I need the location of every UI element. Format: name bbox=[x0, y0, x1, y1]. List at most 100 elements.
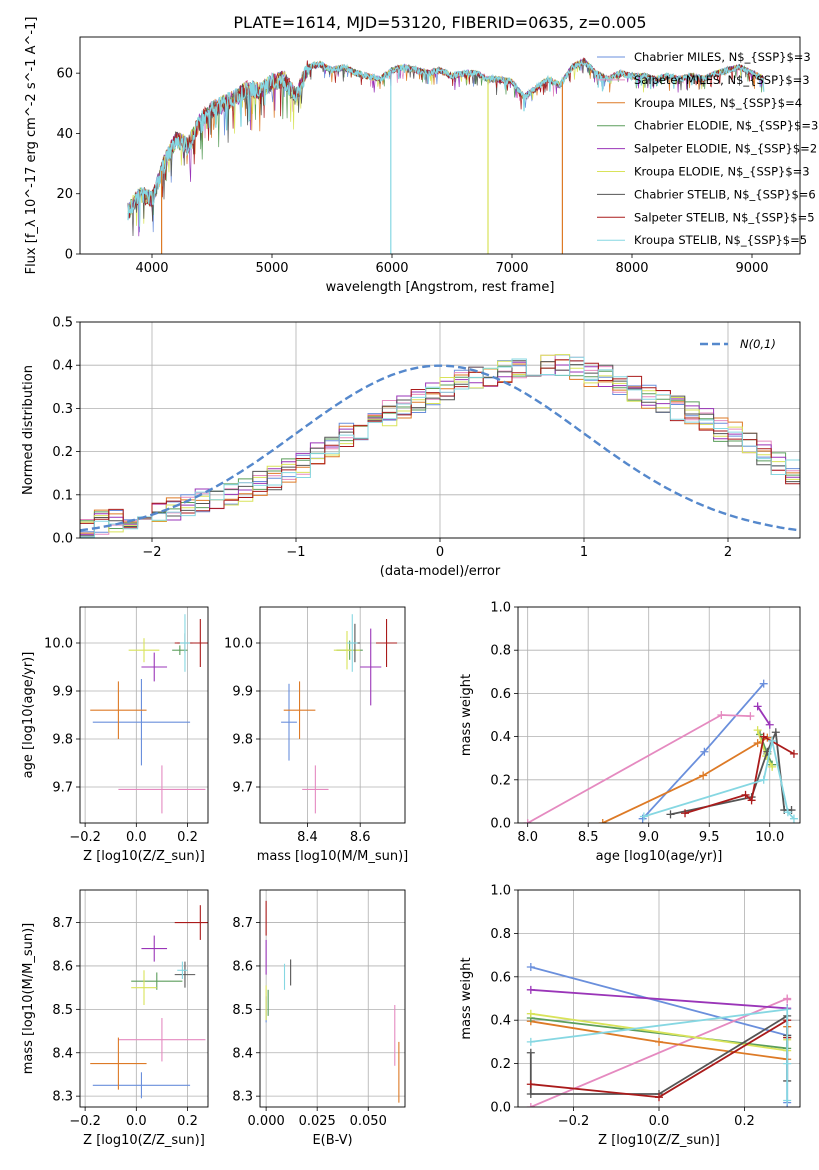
weight-marker bbox=[753, 726, 762, 735]
y-tick-label: 0.8 bbox=[490, 927, 511, 942]
panel-residual_hist: −2 −1 0 1 2 0.0 0.1 0.2 0.3 0.4 0.5 (data-model)/er… bbox=[21, 316, 801, 579]
x-axis-label: (data-model)/error bbox=[380, 564, 501, 579]
y-tick-label: 10.0 bbox=[224, 637, 253, 652]
y-tick-label: 9.8 bbox=[52, 733, 73, 748]
weight-marker bbox=[655, 1093, 663, 1102]
weight-marker bbox=[789, 814, 798, 823]
weight-marker bbox=[783, 1005, 792, 1014]
x-tick-label: 10.0 bbox=[755, 830, 784, 845]
x-tick-label: 8.4 bbox=[297, 830, 318, 845]
y-tick-label: 9.7 bbox=[232, 781, 253, 796]
y-tick-label: 0.0 bbox=[52, 532, 73, 547]
weight-marker bbox=[526, 1080, 535, 1089]
y-tick-label: 0.2 bbox=[490, 773, 511, 788]
x-tick-label: −1 bbox=[286, 545, 305, 560]
legend-label: Chabrier ELODIE, N$_{SSP}$=3 bbox=[634, 119, 818, 133]
y-tick-label: 60 bbox=[56, 67, 73, 82]
axes-frame bbox=[79, 321, 801, 539]
weight-marker bbox=[783, 995, 792, 1004]
weight-line bbox=[530, 1008, 789, 1101]
y-tick-label: 1.0 bbox=[490, 884, 511, 899]
weight-marker bbox=[655, 1037, 663, 1046]
x-tick-label: 1 bbox=[580, 545, 588, 560]
x-tick-label: 0.0 bbox=[126, 1114, 147, 1129]
y-axis-label: mass weight bbox=[459, 674, 474, 756]
x-tick-label: 5000 bbox=[255, 261, 288, 276]
y-tick-label: 8.4 bbox=[52, 1046, 73, 1061]
weight-marker bbox=[526, 1048, 535, 1057]
hist-series bbox=[80, 365, 800, 529]
x-axis-label: Z [log10(Z/Z_sun)] bbox=[83, 1133, 205, 1148]
legend-label: Chabrier STELIB, N$_{SSP}$=6 bbox=[634, 187, 816, 201]
weight-marker bbox=[747, 796, 756, 805]
legend-label: Kroupa ELODIE, N$_{SSP}$=3 bbox=[634, 165, 810, 179]
y-tick-label: 9.9 bbox=[232, 685, 253, 700]
y-tick-label: 0.6 bbox=[490, 970, 511, 985]
weight-marker bbox=[681, 809, 690, 818]
legend-label: N(0,1) bbox=[740, 337, 776, 351]
y-tick-label: 9.9 bbox=[52, 685, 73, 700]
y-tick-label: 9.8 bbox=[232, 733, 253, 748]
weight-marker bbox=[526, 1037, 535, 1046]
y-tick-label: 8.7 bbox=[232, 916, 253, 931]
axes-frame bbox=[79, 606, 209, 824]
x-tick-label: 8.5 bbox=[578, 830, 599, 845]
x-tick-label: 0 bbox=[436, 545, 444, 560]
x-axis-label: age [log10(age/yr)] bbox=[596, 849, 723, 864]
y-tick-label: 9.7 bbox=[52, 781, 73, 796]
x-tick-label: 8.0 bbox=[517, 830, 538, 845]
x-tick-label: 7000 bbox=[495, 261, 528, 276]
panel-weight_vs_Z: −0.2 0.0 0.2 0.0 0.2 0.4 0.6 0.8 1.0 Z [log10(Z/Z… bbox=[459, 884, 801, 1148]
weight-marker bbox=[783, 808, 792, 817]
y-tick-label: 8.4 bbox=[232, 1046, 253, 1061]
x-tick-label: 9000 bbox=[735, 261, 768, 276]
panel-age_vs_Z: −0.2 0.0 0.2 9.7 9.8 9.9 10.0 Z [log10(Z/Z_sun)… bbox=[21, 606, 209, 864]
weight-marker bbox=[789, 749, 798, 758]
weight-marker bbox=[783, 1059, 792, 1068]
hist-series bbox=[80, 361, 800, 535]
plot-area bbox=[80, 354, 800, 538]
y-tick-label: 40 bbox=[56, 127, 73, 142]
weight-marker bbox=[526, 1103, 535, 1107]
axes-frame bbox=[517, 606, 801, 824]
weight-marker bbox=[666, 810, 675, 819]
legend-label: Salpeter MILES, N$_{SSP}$=3 bbox=[634, 73, 810, 87]
x-tick-label: 6000 bbox=[375, 261, 408, 276]
x-axis-label: Z [log10(Z/Z_sun)] bbox=[83, 849, 205, 864]
weight-marker bbox=[753, 739, 762, 748]
x-tick-label: 0.025 bbox=[299, 1114, 336, 1129]
plot-area bbox=[265, 900, 400, 1103]
x-tick-label: 0.2 bbox=[177, 830, 198, 845]
y-tick-label: 1.0 bbox=[490, 601, 511, 616]
weight-marker bbox=[741, 790, 750, 799]
weight-marker bbox=[759, 775, 768, 784]
y-tick-label: 8.3 bbox=[52, 1090, 73, 1105]
normal-curve bbox=[80, 364, 800, 532]
panel-weight_vs_age: 8.0 8.5 9.0 9.5 10.0 0.0 0.2 0.4 0.6 0.8 1.0 age [l… bbox=[459, 601, 801, 864]
plot-area bbox=[281, 614, 398, 814]
x-axis-label: wavelength [Angstrom, rest frame] bbox=[326, 280, 555, 295]
figure-title: PLATE=1614, MJD=53120, FIBERID=0635, z=0… bbox=[233, 13, 646, 32]
legend-label: Chabrier MILES, N$_{SSP}$=3 bbox=[634, 50, 811, 64]
panel-spectrum: 4000 5000 6000 7000 8000 9000 0 20 40 60 wavelengt… bbox=[24, 17, 818, 295]
weight-marker bbox=[526, 963, 535, 972]
axes-frame bbox=[79, 889, 209, 1108]
y-tick-label: 8.5 bbox=[232, 1003, 253, 1018]
y-tick-label: 0.4 bbox=[490, 730, 511, 745]
y-axis-label: Normed distribution bbox=[21, 365, 36, 495]
plot-area bbox=[127, 57, 765, 254]
x-tick-label: 0.0 bbox=[649, 1114, 670, 1129]
x-tick-label: 9.5 bbox=[699, 830, 720, 845]
hist-series bbox=[80, 359, 800, 534]
legend-label: Salpeter STELIB, N$_{SSP}$=5 bbox=[634, 210, 815, 224]
weight-marker bbox=[526, 1009, 535, 1018]
weight-marker bbox=[768, 736, 777, 745]
spectrum-line bbox=[127, 60, 765, 227]
x-tick-label: −0.2 bbox=[69, 1114, 101, 1129]
y-tick-label: 0.4 bbox=[490, 1014, 511, 1029]
weight-line bbox=[756, 705, 771, 726]
x-tick-label: 9.0 bbox=[638, 830, 659, 845]
axes-frame bbox=[517, 889, 801, 1108]
y-tick-label: 0.1 bbox=[52, 488, 73, 503]
hist-series bbox=[80, 359, 800, 529]
